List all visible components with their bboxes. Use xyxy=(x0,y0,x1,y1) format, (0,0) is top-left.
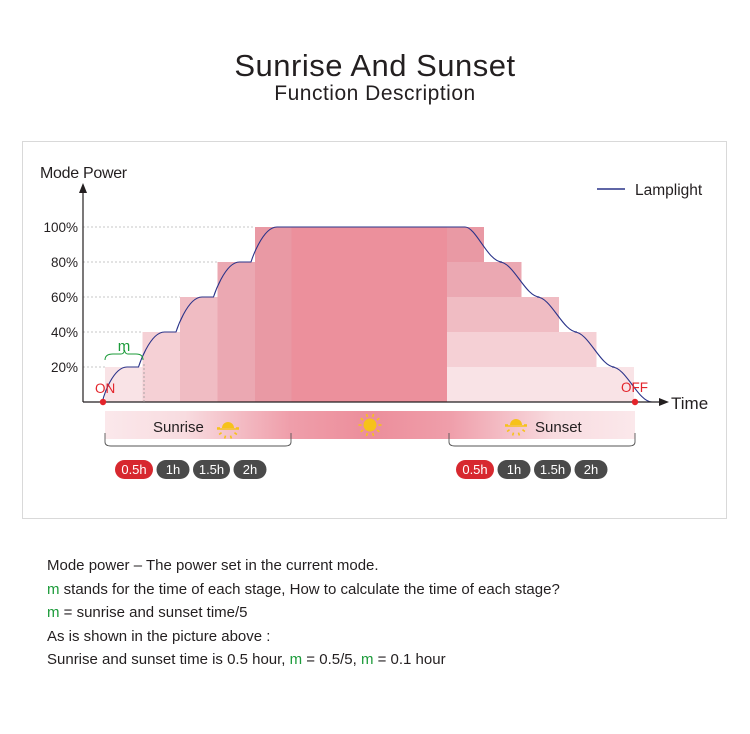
desc-line-mode-power: Mode power – The power set in the curren… xyxy=(47,557,379,574)
legend-label: Lamplight xyxy=(635,182,703,199)
y-tick-label-40%: 40% xyxy=(51,325,78,340)
midday-sun-icon xyxy=(358,413,382,437)
off-label: OFF xyxy=(621,380,648,395)
y-tick-label-80%: 80% xyxy=(51,255,78,270)
sunset-option-1 xyxy=(456,460,494,479)
m-symbol: m xyxy=(360,651,374,668)
sunset-option-3 xyxy=(534,460,571,479)
off-marker xyxy=(631,398,639,406)
y-axis-arrow xyxy=(79,183,87,193)
m-symbol: m xyxy=(47,604,60,621)
sunrise-sunset-chart: Mode Power Time 20% 40% 60% 80% 100% Lamplight O… xyxy=(40,165,708,479)
sunrise-option-2 xyxy=(156,460,190,479)
sunrise-label: Sunrise xyxy=(153,419,204,436)
sunrise-option-label-1: 0.5h xyxy=(121,462,146,477)
y-tick-label-60%: 60% xyxy=(51,290,78,305)
sunset-option-label-1: 0.5h xyxy=(462,462,487,477)
page-subtitle: Function Description xyxy=(274,82,476,105)
x-axis-arrow xyxy=(659,398,669,406)
chart-panel: Mode Power Time 20% 40% 60% 80% 100% Lamplight O… xyxy=(22,141,727,519)
sunset-option-4 xyxy=(574,460,608,479)
desc-line-example: Sunrise and sunset time is 0.5 hour, m =… xyxy=(47,648,727,672)
m-symbol: m xyxy=(47,580,60,598)
stage-label-m: m xyxy=(118,338,131,355)
stage-brace xyxy=(104,349,144,361)
lamplight-curve xyxy=(102,226,653,403)
sunrise-sun-icon xyxy=(217,422,239,439)
m-symbol: m xyxy=(289,651,303,668)
sunrise-option-4 xyxy=(233,460,267,479)
x-axis-label: Time xyxy=(671,394,708,413)
y-tick-label-100%: 100% xyxy=(43,220,78,235)
y-axis-label: Mode Power xyxy=(40,165,128,182)
fall-step-5 xyxy=(447,367,634,402)
sunset-option-label-3: 1.5h xyxy=(540,462,565,477)
sunset-bracket xyxy=(448,433,636,447)
desc-line-m-formula: m = sunrise and sunset time/5 xyxy=(47,601,727,625)
full-power-plateau xyxy=(291,227,447,402)
function-description: Mode power – The power set in the curren… xyxy=(47,554,727,672)
y-tick-label-20%: 20% xyxy=(51,360,78,375)
on-label: ON xyxy=(95,381,115,396)
sunrise-option-3 xyxy=(193,460,230,479)
desc-text: = sunrise and sunset time/5 xyxy=(59,604,248,621)
sunrise-option-label-2: 1h xyxy=(166,462,180,477)
sunrise-option-1 xyxy=(115,460,153,479)
sunset-sun-icon xyxy=(505,419,527,436)
sunset-option-label-4: 2h xyxy=(584,462,598,477)
desc-text: = 0.1 hour xyxy=(373,651,446,668)
sunset-label: Sunset xyxy=(535,419,583,436)
desc-text: stands for the time of each stage, How t… xyxy=(59,580,560,598)
sunrise-option-label-4: 2h xyxy=(243,462,257,477)
sunset-option-2 xyxy=(497,460,531,479)
desc-text: = 0.5/5, xyxy=(302,651,361,668)
sunrise-bracket xyxy=(104,433,292,447)
desc-text: Sunrise and sunset time is 0.5 hour, xyxy=(47,651,290,668)
on-marker xyxy=(99,398,107,406)
sunrise-option-label-3: 1.5h xyxy=(199,462,224,477)
desc-line-picture-note: As is shown in the picture above : xyxy=(47,627,271,645)
page-title: Sunrise And Sunset xyxy=(234,48,516,83)
desc-line-m-definition: m stands for the time of each stage, How… xyxy=(47,578,727,602)
rise-step-5 xyxy=(255,227,292,402)
sunset-option-label-2: 1h xyxy=(507,462,521,477)
